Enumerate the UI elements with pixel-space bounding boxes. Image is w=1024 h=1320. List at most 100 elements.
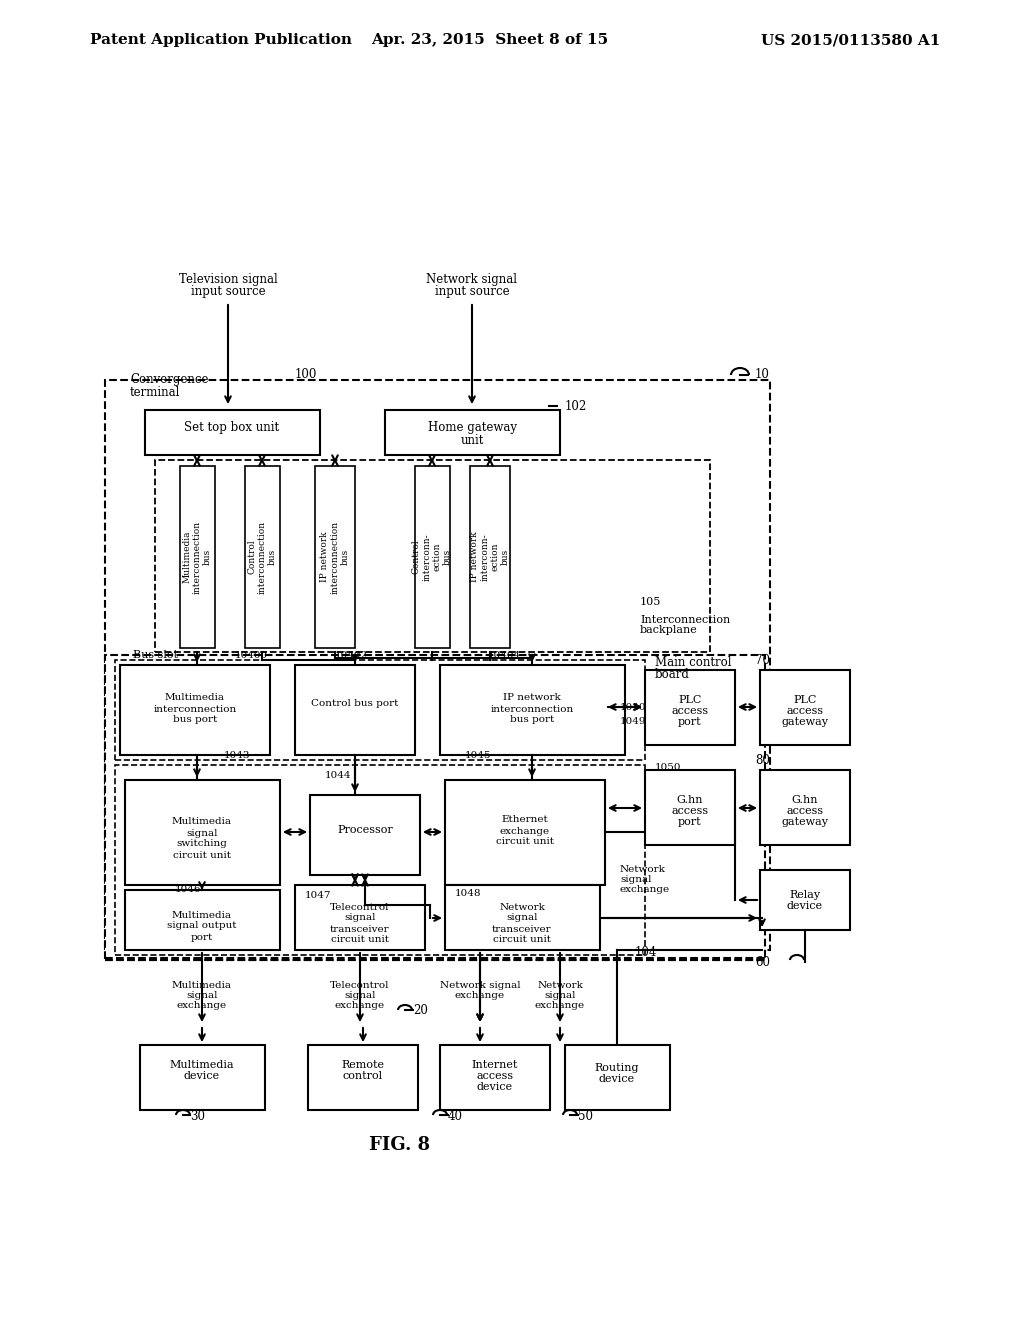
Text: 1047: 1047: [305, 891, 332, 899]
Text: backplane: backplane: [640, 624, 697, 635]
Text: 80: 80: [755, 754, 770, 767]
Text: 20: 20: [413, 1003, 428, 1016]
Text: exchange: exchange: [535, 1001, 585, 1010]
Text: Relay: Relay: [790, 890, 820, 900]
Text: exchange: exchange: [500, 826, 550, 836]
Text: exchange: exchange: [177, 1001, 227, 1010]
Text: Network: Network: [620, 866, 666, 874]
Bar: [445, 884, 600, 950]
Bar: [440, 1045, 550, 1110]
Text: 10404: 10404: [488, 651, 521, 660]
Text: device: device: [786, 902, 823, 911]
Text: Network: Network: [537, 981, 583, 990]
Text: IP network: IP network: [503, 693, 561, 702]
Text: Remote: Remote: [341, 1060, 384, 1071]
Text: transceiver: transceiver: [330, 924, 390, 933]
Text: port: port: [678, 717, 701, 727]
Text: input source: input source: [190, 285, 265, 298]
Text: US 2015/0113580 A1: US 2015/0113580 A1: [761, 33, 940, 48]
Text: interconnection: interconnection: [490, 705, 573, 714]
Text: Main control: Main control: [655, 656, 731, 668]
Text: Patent Application Publication: Patent Application Publication: [90, 33, 352, 48]
Bar: [308, 1045, 418, 1110]
Text: 40: 40: [449, 1110, 463, 1123]
Text: Network signal: Network signal: [439, 981, 520, 990]
Text: Control
interconnection
bus: Control interconnection bus: [247, 520, 276, 594]
Text: terminal: terminal: [130, 385, 180, 399]
Text: Ethernet: Ethernet: [502, 816, 549, 825]
Text: IP network
interconn-
ection
bus: IP network interconn- ection bus: [470, 532, 510, 582]
Text: signal: signal: [186, 990, 218, 999]
Text: access: access: [786, 706, 823, 715]
Text: 10: 10: [755, 368, 770, 381]
Bar: [310, 795, 420, 875]
Bar: [115, 766, 645, 954]
Bar: [295, 665, 415, 755]
Text: control: control: [343, 1071, 383, 1081]
Text: Telecontrol: Telecontrol: [331, 981, 390, 990]
Text: bus port: bus port: [173, 715, 217, 725]
Text: Routing: Routing: [595, 1063, 639, 1073]
Bar: [415, 466, 450, 648]
Text: signal: signal: [506, 913, 538, 923]
Bar: [470, 466, 510, 648]
Text: PLC: PLC: [794, 696, 817, 705]
Text: Network signal: Network signal: [427, 273, 517, 286]
Text: signal output: signal output: [167, 921, 237, 931]
Text: Convergence: Convergence: [130, 374, 209, 387]
Text: Telecontrol: Telecontrol: [331, 903, 390, 912]
Bar: [180, 466, 215, 648]
Text: 1040: 1040: [620, 704, 646, 713]
Bar: [565, 1045, 670, 1110]
Bar: [440, 665, 625, 755]
Text: circuit unit: circuit unit: [493, 936, 551, 945]
Text: Television signal: Television signal: [178, 273, 278, 286]
Text: exchange: exchange: [455, 990, 505, 999]
Text: Set top box unit: Set top box unit: [184, 421, 280, 434]
Bar: [445, 780, 605, 884]
Text: 1046: 1046: [175, 886, 202, 895]
Text: signal: signal: [186, 829, 218, 837]
Bar: [145, 411, 319, 455]
Bar: [140, 1045, 265, 1110]
Text: Control bus port: Control bus port: [311, 698, 398, 708]
Text: device: device: [184, 1071, 220, 1081]
Text: 1045: 1045: [465, 751, 492, 759]
Bar: [760, 770, 850, 845]
Text: 104: 104: [635, 945, 657, 958]
Bar: [645, 671, 735, 744]
Text: G.hn: G.hn: [792, 795, 818, 805]
Text: IP network
interconnection
bus: IP network interconnection bus: [321, 520, 350, 594]
Text: 70: 70: [755, 653, 770, 667]
Text: access: access: [672, 807, 709, 816]
Text: Network: Network: [499, 903, 545, 912]
Text: port: port: [190, 932, 213, 941]
Bar: [245, 466, 280, 648]
Text: signal: signal: [544, 990, 575, 999]
Text: access: access: [476, 1071, 514, 1081]
Text: 1048: 1048: [455, 888, 481, 898]
Text: exchange: exchange: [335, 1001, 385, 1010]
Text: Multimedia: Multimedia: [172, 817, 232, 826]
Text: unit: unit: [461, 433, 483, 446]
Text: access: access: [786, 807, 823, 816]
Text: 10400: 10400: [234, 651, 268, 660]
Text: 105: 105: [640, 597, 662, 607]
Text: device: device: [599, 1074, 635, 1084]
Text: input source: input source: [434, 285, 509, 298]
Text: Control
interconn-
ection
bus: Control interconn- ection bus: [412, 533, 453, 581]
Bar: [115, 660, 645, 760]
Text: switching: switching: [176, 840, 227, 849]
Text: circuit unit: circuit unit: [331, 936, 389, 945]
Bar: [155, 459, 710, 652]
Text: FIG. 8: FIG. 8: [370, 1137, 430, 1154]
Text: board: board: [655, 668, 690, 681]
Bar: [760, 671, 850, 744]
Text: Home gateway: Home gateway: [427, 421, 516, 434]
Text: device: device: [477, 1082, 513, 1092]
Text: 1044: 1044: [325, 771, 351, 780]
Bar: [645, 770, 735, 845]
Text: circuit unit: circuit unit: [173, 850, 231, 859]
Text: PLC: PLC: [678, 696, 701, 705]
Text: Processor: Processor: [337, 825, 393, 836]
